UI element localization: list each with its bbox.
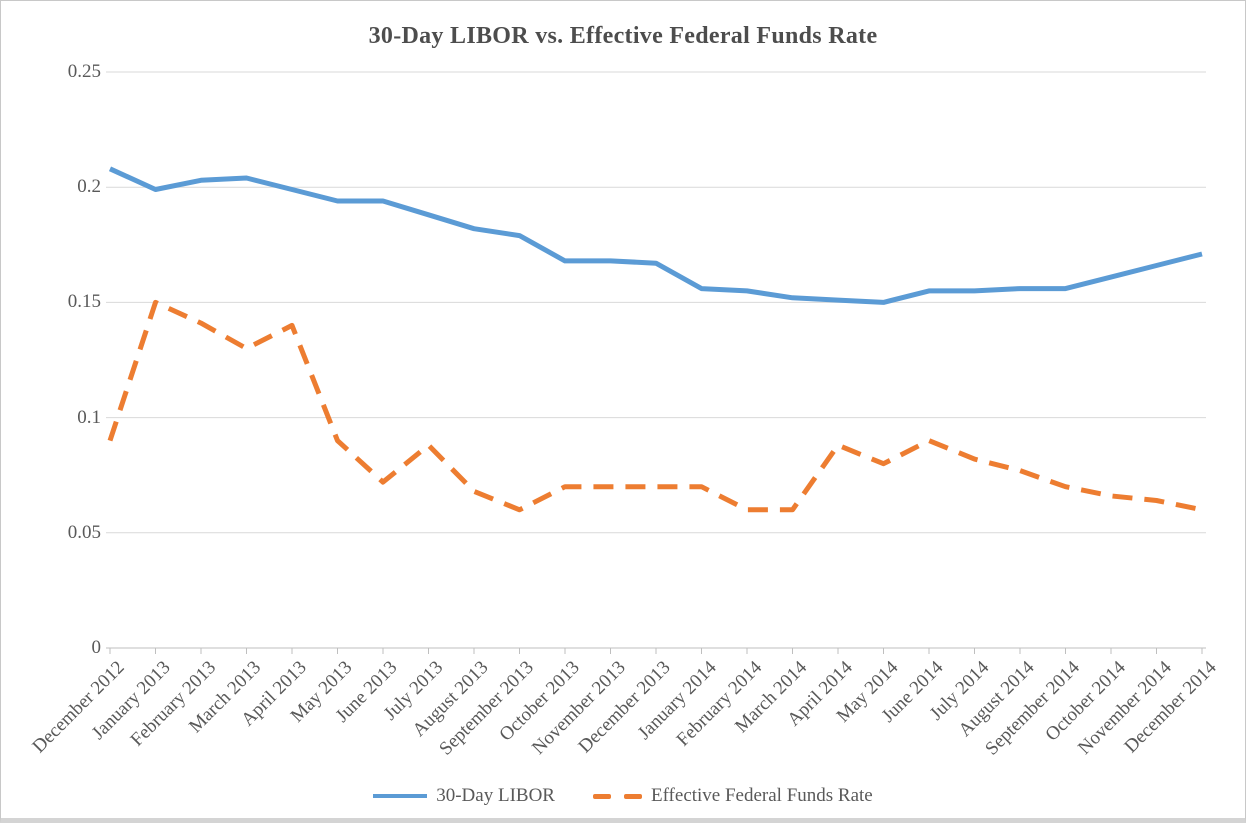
chart-title: 30-Day LIBOR vs. Effective Federal Funds… xyxy=(368,23,878,49)
legend-item-effr: Effective Federal Funds Rate xyxy=(592,785,873,807)
libor-line xyxy=(108,166,1203,305)
libor-legend-line-swatch xyxy=(373,794,428,798)
legend-item-libor: 30-Day LIBOR xyxy=(373,785,555,807)
y-axis-tick-label: 0.1 xyxy=(77,406,101,428)
effr-legend-dash-swatch xyxy=(592,793,642,799)
effr-line xyxy=(107,299,1203,513)
y-axis-tick-label: 0.15 xyxy=(67,291,101,313)
legend: 30-Day LIBOR Effective Federal Funds Rat… xyxy=(1,785,1245,807)
libor-legend-label: 30-Day LIBOR xyxy=(436,785,555,806)
y-axis-tick-label: 0 xyxy=(91,637,102,658)
y-axis-tick-label: 0.25 xyxy=(67,61,101,82)
y-axis-tick-label: 0.05 xyxy=(67,521,101,543)
effr-legend-label: Effective Federal Funds Rate xyxy=(650,785,873,806)
y-axis-tick-label: 0.2 xyxy=(77,176,101,198)
